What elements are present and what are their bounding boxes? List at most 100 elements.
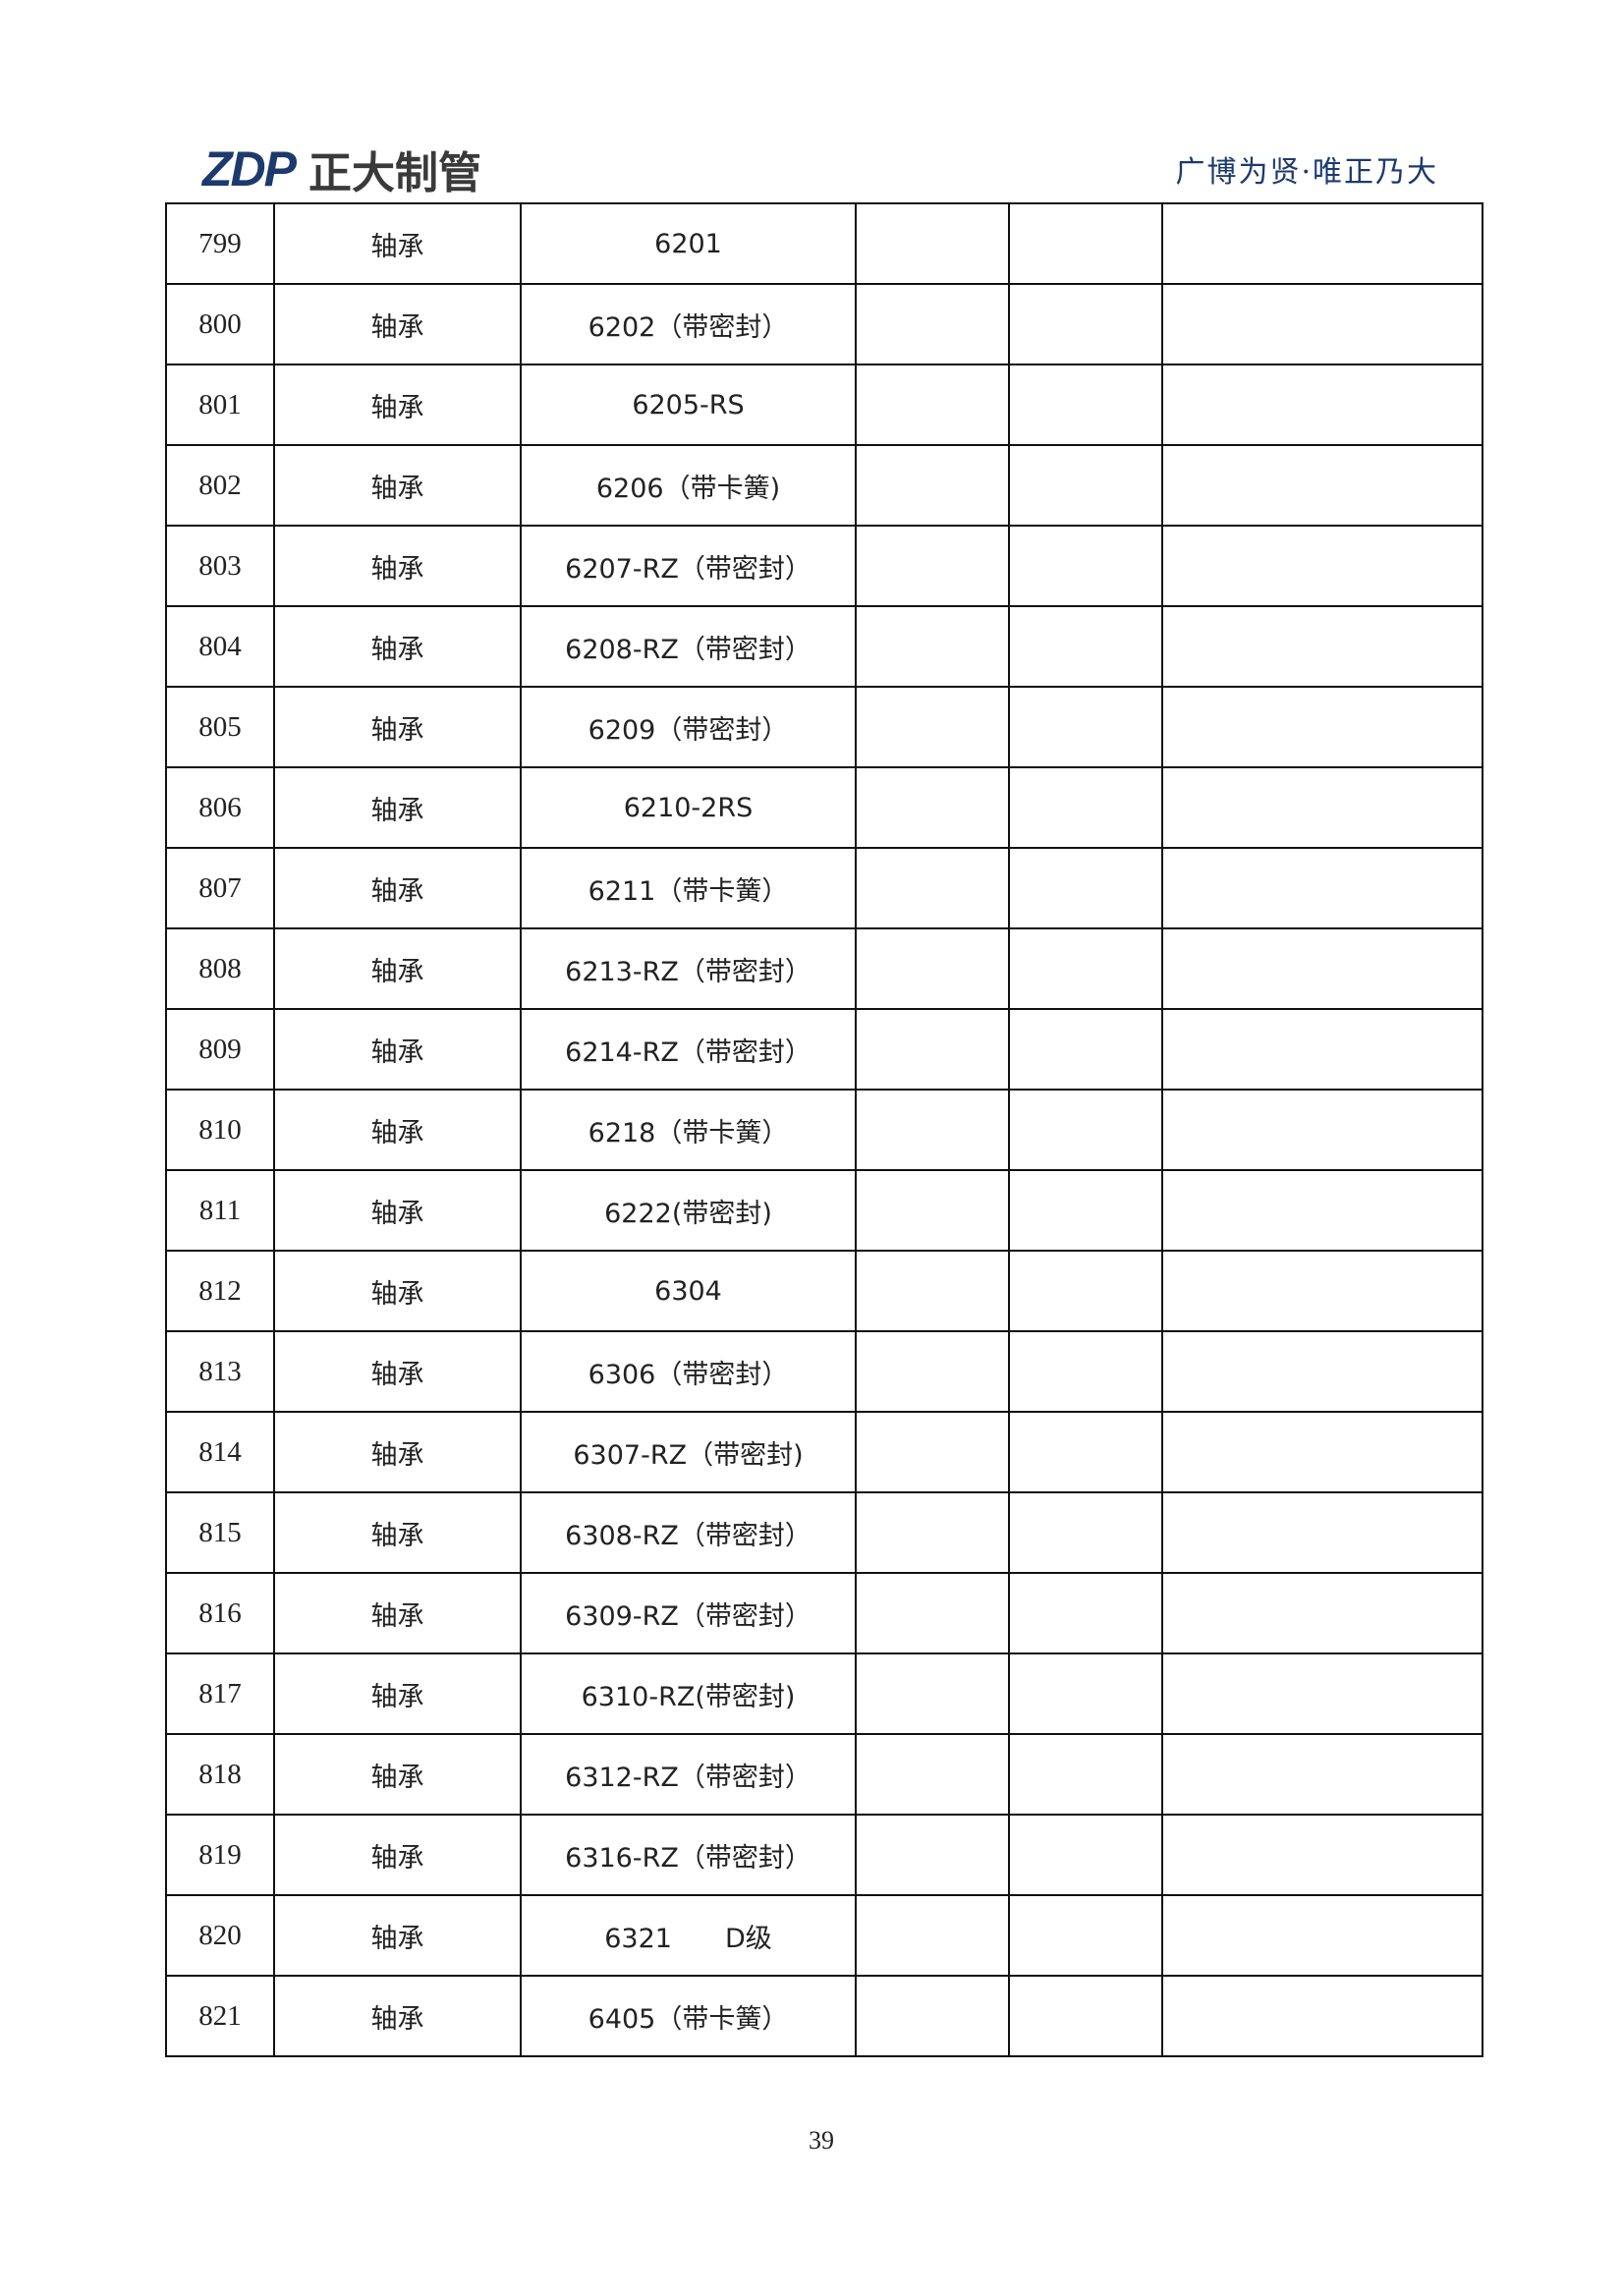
item-spec-cell: 6308-RZ（带密封） — [520, 1491, 857, 1574]
logo-text: 正大制管 — [308, 148, 481, 198]
empty-cell — [855, 1491, 1010, 1574]
table-row: 807 轴承 6211（带卡簧） — [165, 847, 1483, 929]
empty-cell — [855, 1169, 1010, 1252]
item-name-cell: 轴承 — [273, 1008, 522, 1091]
table-row: 817 轴承 6310-RZ(带密封) — [165, 1652, 1483, 1735]
row-number-cell: 819 — [165, 1814, 275, 1896]
empty-cell — [1008, 364, 1163, 446]
empty-cell — [1161, 1169, 1483, 1252]
item-spec-cell: 6207-RZ（带密封） — [520, 525, 857, 607]
item-spec-cell: 6214-RZ（带密封） — [520, 1008, 857, 1091]
empty-cell — [855, 525, 1010, 607]
table-row: 802 轴承 6206（带卡簧) — [165, 444, 1483, 527]
company-logo: ZDP 正大制管 — [202, 138, 481, 200]
empty-cell — [1161, 927, 1483, 1010]
item-name-cell: 轴承 — [273, 1250, 522, 1332]
table-row: 799 轴承 6201 — [165, 202, 1483, 285]
empty-cell — [855, 1330, 1010, 1413]
empty-cell — [855, 1814, 1010, 1896]
item-spec-cell: 6206（带卡簧) — [520, 444, 857, 527]
empty-cell — [1161, 202, 1483, 285]
empty-cell — [855, 1652, 1010, 1735]
empty-cell — [1008, 605, 1163, 688]
empty-cell — [855, 1894, 1010, 1977]
table-row: 814 轴承 6307-RZ（带密封) — [165, 1411, 1483, 1493]
table-row: 800 轴承 6202（带密封） — [165, 283, 1483, 365]
item-name-cell: 轴承 — [273, 1652, 522, 1735]
item-spec-cell: 6316-RZ（带密封） — [520, 1814, 857, 1896]
empty-cell — [855, 1975, 1010, 2057]
item-name-cell: 轴承 — [273, 927, 522, 1010]
table-row: 815 轴承 6308-RZ（带密封） — [165, 1491, 1483, 1574]
table-row: 819 轴承 6316-RZ（带密封） — [165, 1814, 1483, 1896]
empty-cell — [1008, 1652, 1163, 1735]
empty-cell — [855, 605, 1010, 688]
empty-cell — [855, 847, 1010, 929]
table-row: 812 轴承 6304 — [165, 1250, 1483, 1332]
row-number-cell: 812 — [165, 1250, 275, 1332]
table-row: 808 轴承 6213-RZ（带密封） — [165, 927, 1483, 1010]
item-name-cell: 轴承 — [273, 1330, 522, 1413]
empty-cell — [1008, 1894, 1163, 1977]
item-spec-cell: 6211（带卡簧） — [520, 847, 857, 929]
item-name-cell: 轴承 — [273, 1089, 522, 1171]
empty-cell — [1161, 1894, 1483, 1977]
item-name-cell: 轴承 — [273, 1491, 522, 1574]
row-number-cell: 809 — [165, 1008, 275, 1091]
item-name-cell: 轴承 — [273, 1169, 522, 1252]
table-row: 820 轴承 6321 D级 — [165, 1894, 1483, 1977]
row-number-cell: 799 — [165, 202, 275, 285]
empty-cell — [855, 1250, 1010, 1332]
empty-cell — [1161, 1411, 1483, 1493]
row-number-cell: 817 — [165, 1652, 275, 1735]
item-name-cell: 轴承 — [273, 1733, 522, 1816]
empty-cell — [855, 1411, 1010, 1493]
table-row: 805 轴承 6209（带密封） — [165, 686, 1483, 768]
row-number-cell: 815 — [165, 1491, 275, 1574]
empty-cell — [1161, 1491, 1483, 1574]
row-number-cell: 801 — [165, 364, 275, 446]
empty-cell — [1161, 1733, 1483, 1816]
item-spec-cell: 6213-RZ（带密封） — [520, 927, 857, 1010]
item-spec-cell: 6201 — [520, 202, 857, 285]
item-name-cell: 轴承 — [273, 847, 522, 929]
table-row: 801 轴承 6205-RS — [165, 364, 1483, 446]
empty-cell — [1008, 1008, 1163, 1091]
empty-cell — [1161, 766, 1483, 849]
row-number-cell: 803 — [165, 525, 275, 607]
empty-cell — [855, 1572, 1010, 1654]
empty-cell — [1161, 444, 1483, 527]
empty-cell — [1161, 1814, 1483, 1896]
table-row: 810 轴承 6218（带卡簧） — [165, 1089, 1483, 1171]
empty-cell — [1008, 525, 1163, 607]
table-row: 804 轴承 6208-RZ（带密封） — [165, 605, 1483, 688]
empty-cell — [1008, 283, 1163, 365]
empty-cell — [1161, 1250, 1483, 1332]
empty-cell — [1008, 1089, 1163, 1171]
empty-cell — [1008, 927, 1163, 1010]
row-number-cell: 816 — [165, 1572, 275, 1654]
parts-table: 799 轴承 6201 800 轴承 6202（带密封） 801 轴承 6205-RS 802 轴承… — [165, 202, 1483, 2057]
empty-cell — [855, 686, 1010, 768]
row-number-cell: 806 — [165, 766, 275, 849]
empty-cell — [1008, 1250, 1163, 1332]
empty-cell — [855, 1008, 1010, 1091]
empty-cell — [855, 1733, 1010, 1816]
empty-cell — [1161, 525, 1483, 607]
row-number-cell: 821 — [165, 1975, 275, 2057]
empty-cell — [1008, 1733, 1163, 1816]
empty-cell — [1008, 202, 1163, 285]
table-row: 821 轴承 6405（带卡簧） — [165, 1975, 1483, 2057]
item-spec-cell: 6307-RZ（带密封) — [520, 1411, 857, 1493]
empty-cell — [855, 444, 1010, 527]
item-spec-cell: 6209（带密封） — [520, 686, 857, 768]
item-name-cell: 轴承 — [273, 766, 522, 849]
empty-cell — [1161, 1572, 1483, 1654]
empty-cell — [855, 1089, 1010, 1171]
table-row: 806 轴承 6210-2RS — [165, 766, 1483, 849]
empty-cell — [1008, 1411, 1163, 1493]
row-number-cell: 810 — [165, 1089, 275, 1171]
empty-cell — [1161, 1652, 1483, 1735]
item-name-cell: 轴承 — [273, 1894, 522, 1977]
empty-cell — [855, 364, 1010, 446]
